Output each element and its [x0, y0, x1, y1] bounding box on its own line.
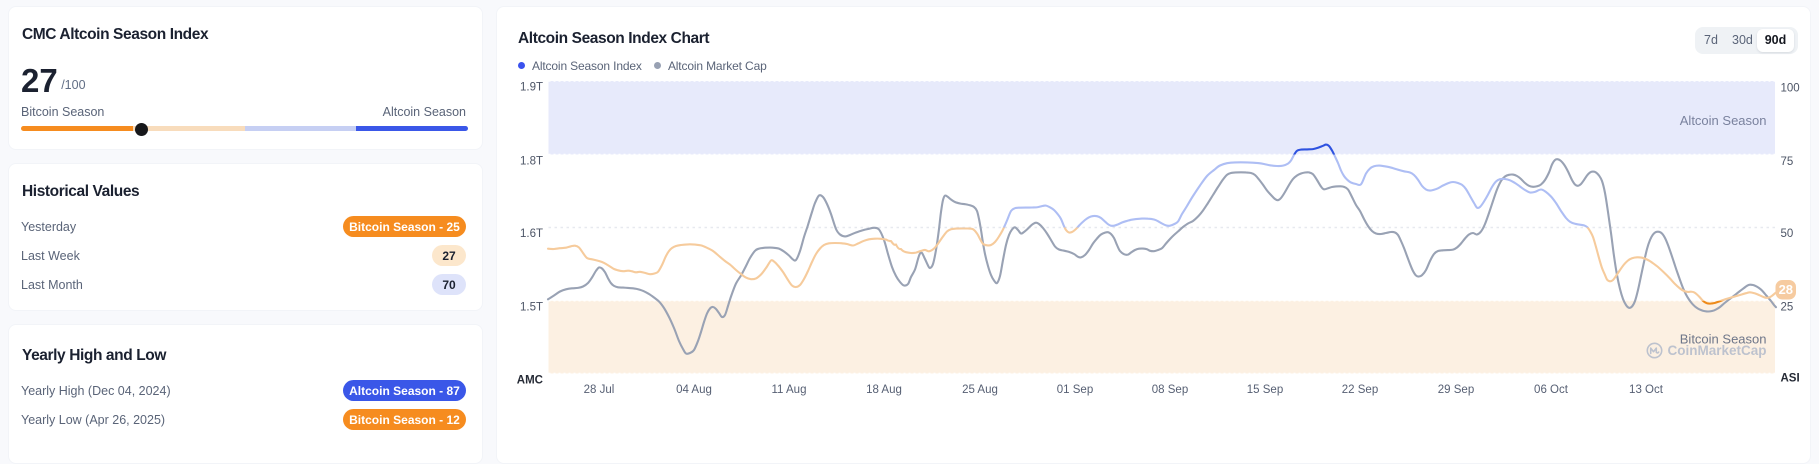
- svg-text:13 Oct: 13 Oct: [1629, 384, 1664, 396]
- svg-text:28: 28: [1779, 282, 1793, 297]
- svg-text:29 Sep: 29 Sep: [1438, 384, 1474, 396]
- svg-text:75: 75: [1781, 156, 1794, 168]
- svg-text:22 Sep: 22 Sep: [1342, 384, 1378, 396]
- svg-text:Bitcoin Season: Bitcoin Season: [1680, 332, 1767, 347]
- svg-text:15 Sep: 15 Sep: [1247, 384, 1283, 396]
- svg-text:08 Sep: 08 Sep: [1152, 384, 1188, 396]
- svg-text:100: 100: [1781, 83, 1800, 95]
- svg-text:11 Aug: 11 Aug: [772, 384, 807, 396]
- svg-text:01 Sep: 01 Sep: [1057, 384, 1093, 396]
- svg-text:50: 50: [1781, 228, 1794, 240]
- svg-text:AMC: AMC: [517, 375, 543, 387]
- svg-text:CoinMarketCap: CoinMarketCap: [1667, 343, 1766, 358]
- svg-text:06 Oct: 06 Oct: [1534, 384, 1569, 396]
- svg-text:28 Jul: 28 Jul: [584, 384, 615, 396]
- svg-text:ASI: ASI: [1781, 372, 1800, 384]
- svg-text:25: 25: [1781, 302, 1794, 314]
- svg-text:1.5T: 1.5T: [520, 301, 543, 313]
- svg-text:18 Aug: 18 Aug: [866, 384, 902, 396]
- svg-text:1.9T: 1.9T: [520, 82, 543, 94]
- svg-text:25 Aug: 25 Aug: [962, 384, 998, 396]
- svg-text:Altcoin Season: Altcoin Season: [1680, 113, 1767, 128]
- svg-text:04 Aug: 04 Aug: [676, 384, 712, 396]
- svg-text:1.8T: 1.8T: [520, 156, 543, 168]
- svg-text:1.6T: 1.6T: [520, 228, 543, 240]
